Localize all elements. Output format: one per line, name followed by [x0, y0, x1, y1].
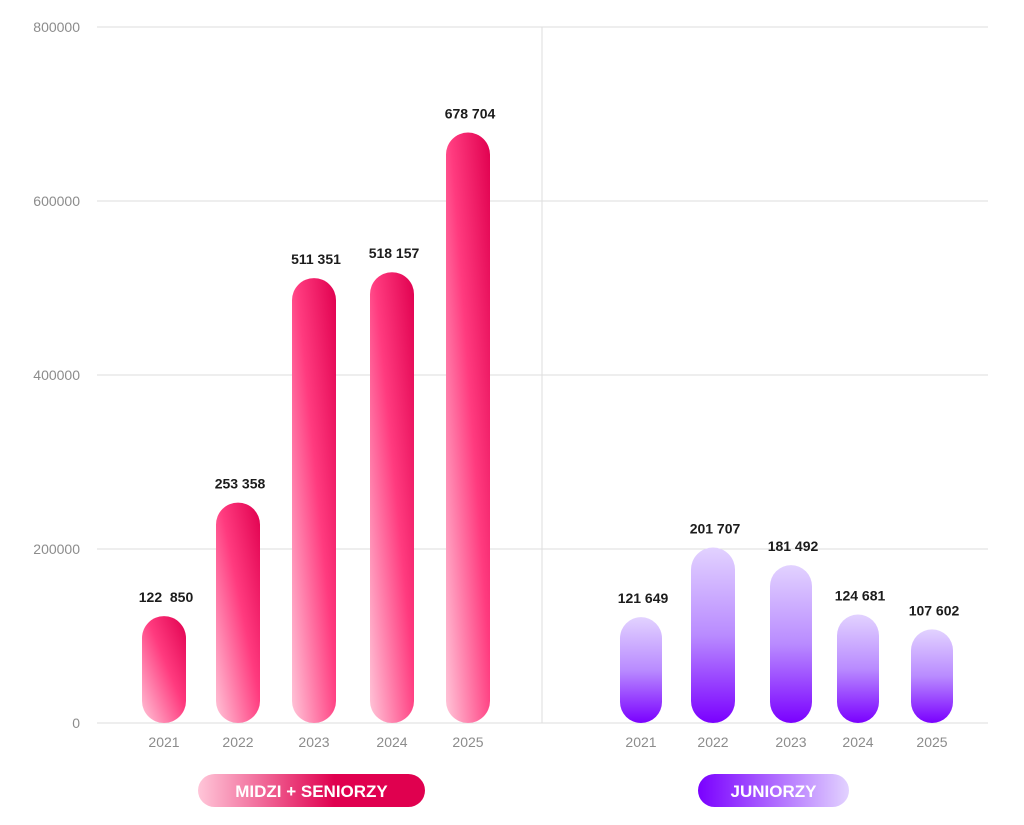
y-tick-label: 800000: [33, 19, 80, 35]
bars: [142, 132, 953, 723]
midzi-seniorzy-x-tick-label: 2023: [298, 734, 329, 750]
juniorzy-x-tick-label: 2023: [775, 734, 806, 750]
midzi-seniorzy-value-label: 678 704: [445, 106, 496, 122]
midzi-seniorzy-group-pill: [198, 774, 425, 807]
juniorzy-bar-2025: [911, 629, 953, 723]
juniorzy-group-label: JUNIORZY: [731, 782, 818, 801]
y-tick-label: 400000: [33, 367, 80, 383]
juniorzy-value-label: 181 492: [768, 538, 819, 554]
juniorzy-bar-2021: [620, 617, 662, 723]
midzi-seniorzy-x-tick-label: 2021: [148, 734, 179, 750]
midzi-seniorzy-bar-2022: [216, 502, 260, 723]
midzi-seniorzy-value-label: 253 358: [215, 476, 266, 492]
midzi-seniorzy-x-tick-label: 2025: [452, 734, 483, 750]
midzi-seniorzy-value-label: 122 850: [139, 589, 194, 605]
juniorzy-bar-2024: [837, 614, 879, 723]
y-tick-label: 600000: [33, 193, 80, 209]
y-tick-label: 0: [72, 715, 80, 731]
juniorzy-group-pill: [698, 774, 849, 807]
y-tick-label: 200000: [33, 541, 80, 557]
juniorzy-x-tick-label: 2022: [697, 734, 728, 750]
juniorzy-bar-2023: [770, 565, 812, 723]
group-labels: MIDZI + SENIORZY JUNIORZY: [198, 774, 849, 807]
midzi-seniorzy-bar-2024: [370, 272, 414, 723]
y-axis: 0 200000 400000 600000 800000: [33, 19, 80, 731]
midzi-seniorzy-x-tick-label: 2022: [222, 734, 253, 750]
midzi-seniorzy-bar-2025: [446, 132, 490, 723]
juniorzy-x-tick-label: 2024: [842, 734, 873, 750]
juniorzy-x-tick-label: 2025: [916, 734, 947, 750]
midzi-seniorzy-bar-2021: [142, 616, 186, 723]
midzi-seniorzy-x-tick-label: 2024: [376, 734, 407, 750]
juniorzy-value-label: 107 602: [909, 602, 960, 618]
juniorzy-value-label: 201 707: [690, 521, 741, 537]
juniorzy-value-label: 124 681: [835, 588, 886, 604]
juniorzy-bar-2022: [691, 547, 735, 723]
x-axis: 2021 2022 2023 2024 2025 2021 2022 2023 2024 2025: [148, 734, 947, 750]
data-labels: 122 850 253 358 511 351 518 157 678 704 121 6…: [139, 106, 960, 619]
midzi-seniorzy-bar-2023: [292, 278, 336, 723]
juniorzy-x-tick-label: 2021: [625, 734, 656, 750]
midzi-seniorzy-group-label: MIDZI + SENIORZY: [235, 782, 388, 801]
juniorzy-value-label: 121 649: [618, 590, 669, 606]
midzi-seniorzy-value-label: 511 351: [291, 251, 341, 267]
midzi-seniorzy-value-label: 518 157: [369, 245, 420, 261]
